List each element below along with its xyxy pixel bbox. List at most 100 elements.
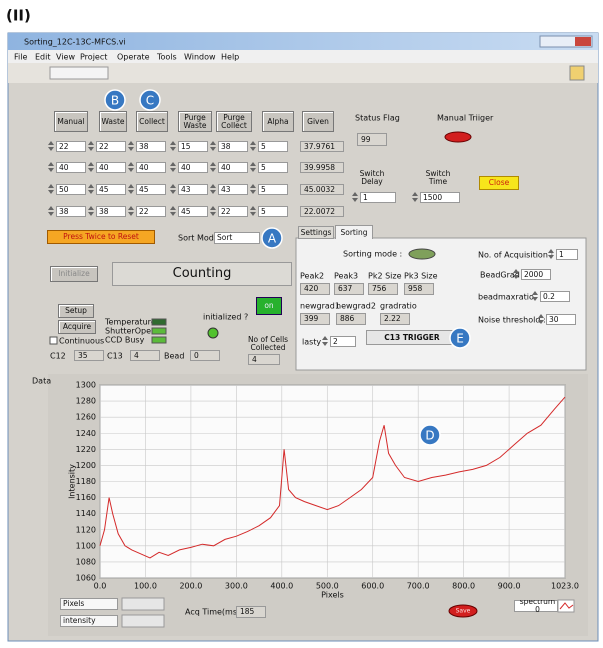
- spin-arrows[interactable]: [250, 162, 256, 172]
- setting-control[interactable]: 22: [56, 141, 86, 152]
- spin-arrows[interactable]: [128, 162, 134, 172]
- spin-arrows[interactable]: [210, 162, 216, 172]
- mode-button[interactable]: Given: [302, 111, 334, 132]
- scale-legend-tools[interactable]: [121, 614, 165, 628]
- continuous-checkbox[interactable]: [49, 336, 58, 345]
- spin-arrows[interactable]: [352, 192, 358, 202]
- spin-arrows[interactable]: [250, 206, 256, 216]
- setting-control[interactable]: 40: [178, 162, 208, 173]
- setting-control[interactable]: 5: [258, 162, 288, 173]
- setting-control-frame: 5: [258, 206, 288, 217]
- spin-arrows[interactable]: [250, 184, 256, 194]
- setting-control[interactable]: 43: [218, 184, 248, 195]
- setting-control[interactable]: 22: [96, 141, 126, 152]
- scale-legend-tools[interactable]: [121, 597, 165, 611]
- sorting-mode-switch[interactable]: [408, 248, 436, 260]
- spin-arrows[interactable]: [322, 336, 328, 346]
- mode-button[interactable]: Waste: [99, 111, 127, 132]
- mode-button[interactable]: Alpha: [262, 111, 294, 132]
- help-icon[interactable]: [569, 65, 585, 81]
- mode-button[interactable]: Purge Waste: [178, 111, 212, 132]
- close-button[interactable]: Close: [479, 176, 519, 190]
- spin-arrows[interactable]: [88, 206, 94, 216]
- spin-arrows[interactable]: [88, 184, 94, 194]
- setting-control[interactable]: 5: [258, 184, 288, 195]
- setting-control[interactable]: 40: [218, 162, 248, 173]
- count-value: 4: [130, 350, 160, 361]
- on-button[interactable]: on: [256, 297, 282, 315]
- menu-item: Project: [80, 53, 107, 62]
- acquisition-control[interactable]: 1: [556, 249, 578, 260]
- manual-trigger-button[interactable]: [444, 131, 472, 143]
- scale-legend-entry[interactable]: intensity: [60, 615, 118, 627]
- spin-arrows[interactable]: [48, 206, 54, 216]
- noise-control[interactable]: 30: [546, 314, 576, 325]
- given-display: 39.9958: [300, 162, 344, 173]
- legend-entry[interactable]: spectrum 0: [514, 600, 558, 612]
- beadgrad-control-frame: 2000: [521, 269, 551, 280]
- close-window[interactable]: [575, 37, 591, 46]
- setting-control[interactable]: 45: [178, 206, 208, 217]
- spin-arrows[interactable]: [48, 141, 54, 151]
- setting-control[interactable]: 40: [56, 162, 86, 173]
- setting-control[interactable]: 43: [178, 184, 208, 195]
- beadmaxratio-control[interactable]: 0.2: [540, 291, 570, 302]
- setting-control[interactable]: 40: [136, 162, 166, 173]
- status-display: Counting: [112, 262, 292, 286]
- spin-arrows[interactable]: [128, 184, 134, 194]
- spin-arrows[interactable]: [170, 141, 176, 151]
- spin-arrows[interactable]: [210, 206, 216, 216]
- setting-control[interactable]: 5: [258, 141, 288, 152]
- mode-button[interactable]: Purge Collect: [216, 111, 252, 132]
- setting-control-frame: 43: [218, 184, 248, 195]
- spin-arrows[interactable]: [170, 184, 176, 194]
- setting-control[interactable]: 38: [218, 141, 248, 152]
- spin-arrows[interactable]: [250, 141, 256, 151]
- menu-item: View: [56, 53, 75, 62]
- reset-button[interactable]: Press Twice to Reset: [47, 230, 155, 244]
- setting-control[interactable]: 22: [218, 206, 248, 217]
- setting-control[interactable]: 45: [136, 184, 166, 195]
- setting-control[interactable]: 38: [56, 206, 86, 217]
- window-controls[interactable]: [539, 35, 593, 48]
- spin-arrows[interactable]: [538, 314, 544, 324]
- spin-arrows[interactable]: [170, 162, 176, 172]
- spin-arrows[interactable]: [548, 249, 554, 259]
- spin-arrows[interactable]: [88, 162, 94, 172]
- scale-legend-entry[interactable]: Pixels: [60, 598, 118, 610]
- setting-control[interactable]: 15: [178, 141, 208, 152]
- lasty-control[interactable]: 2: [330, 336, 356, 347]
- setting-control[interactable]: 38: [136, 141, 166, 152]
- spin-arrows[interactable]: [513, 269, 519, 279]
- setup-button[interactable]: Setup: [58, 304, 94, 318]
- spin-arrows[interactable]: [128, 141, 134, 151]
- initialize-button[interactable]: Initialize: [50, 266, 98, 282]
- beadgrad-control[interactable]: 2000: [521, 269, 551, 280]
- acquire-button[interactable]: Acquire: [58, 320, 96, 334]
- spin-arrows[interactable]: [170, 206, 176, 216]
- save-button[interactable]: [448, 604, 478, 618]
- mode-button[interactable]: Collect: [136, 111, 168, 132]
- spin-arrows[interactable]: [210, 184, 216, 194]
- setting-control[interactable]: 45: [96, 184, 126, 195]
- run-tools[interactable]: [49, 66, 109, 80]
- tab[interactable]: Sorting: [335, 225, 373, 239]
- spin-arrows[interactable]: [48, 184, 54, 194]
- switch-time-control[interactable]: 1500: [420, 192, 460, 203]
- spin-arrows[interactable]: [88, 141, 94, 151]
- sort-mode-control[interactable]: Sort: [214, 232, 260, 244]
- spin-arrows[interactable]: [210, 141, 216, 151]
- switch-delay-control[interactable]: 1: [360, 192, 396, 203]
- setting-control[interactable]: 22: [136, 206, 166, 217]
- spin-arrows[interactable]: [128, 206, 134, 216]
- spin-arrows[interactable]: [532, 291, 538, 301]
- setting-control[interactable]: 50: [56, 184, 86, 195]
- setting-control[interactable]: 5: [258, 206, 288, 217]
- spin-arrows[interactable]: [48, 162, 54, 172]
- setting-control[interactable]: 40: [96, 162, 126, 173]
- setting-control[interactable]: 38: [96, 206, 126, 217]
- setting-control-frame: 45: [178, 206, 208, 217]
- tab[interactable]: Settings: [298, 226, 334, 239]
- mode-button[interactable]: Manual: [54, 111, 88, 132]
- spin-arrows[interactable]: [412, 192, 418, 202]
